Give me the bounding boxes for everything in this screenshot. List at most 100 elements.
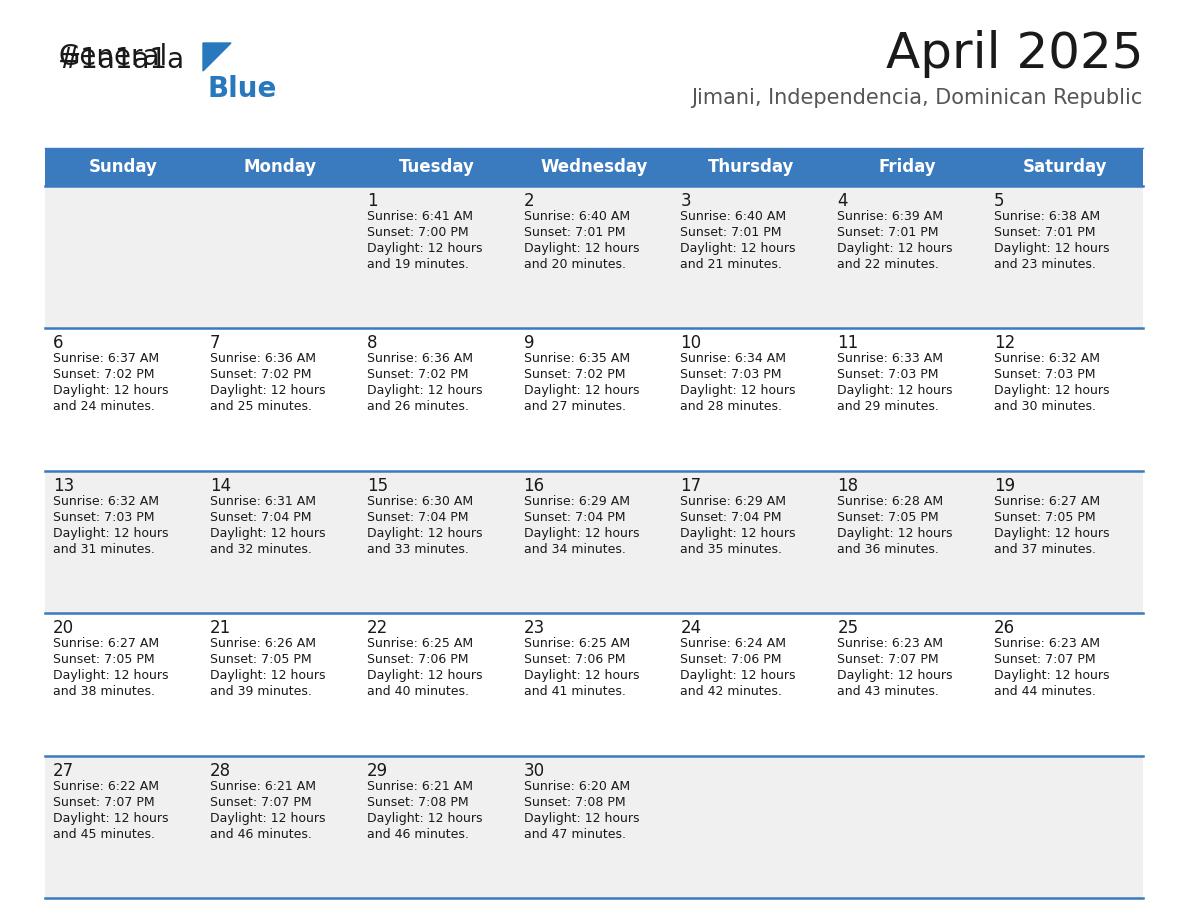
Text: 20: 20 (53, 620, 74, 637)
Text: and 25 minutes.: and 25 minutes. (210, 400, 312, 413)
Text: Sunrise: 6:21 AM: Sunrise: 6:21 AM (367, 779, 473, 792)
Text: 24: 24 (681, 620, 702, 637)
Text: 28: 28 (210, 762, 230, 779)
Text: Daylight: 12 hours: Daylight: 12 hours (524, 385, 639, 397)
Text: and 41 minutes.: and 41 minutes. (524, 685, 625, 699)
Bar (45, 148, 1143, 186)
Text: Sunrise: 6:40 AM: Sunrise: 6:40 AM (524, 210, 630, 223)
Text: Sunday: Sunday (89, 158, 158, 176)
Text: Sunset: 7:06 PM: Sunset: 7:06 PM (367, 654, 468, 666)
Text: Sunrise: 6:31 AM: Sunrise: 6:31 AM (210, 495, 316, 508)
Bar (45, 613, 1143, 756)
Text: Sunset: 7:04 PM: Sunset: 7:04 PM (210, 510, 311, 524)
Text: Sunrise: 6:25 AM: Sunrise: 6:25 AM (367, 637, 473, 650)
Text: and 23 minutes.: and 23 minutes. (994, 258, 1097, 271)
Text: and 46 minutes.: and 46 minutes. (210, 828, 311, 841)
Text: 1: 1 (367, 192, 378, 210)
Bar (45, 329, 1143, 471)
Text: Daylight: 12 hours: Daylight: 12 hours (524, 669, 639, 682)
Text: Daylight: 12 hours: Daylight: 12 hours (210, 527, 326, 540)
Text: and 33 minutes.: and 33 minutes. (367, 543, 468, 555)
Text: 18: 18 (838, 476, 859, 495)
Text: Daylight: 12 hours: Daylight: 12 hours (367, 527, 482, 540)
Text: Sunset: 7:06 PM: Sunset: 7:06 PM (524, 654, 625, 666)
Bar (45, 186, 1143, 329)
Text: Sunset: 7:03 PM: Sunset: 7:03 PM (994, 368, 1095, 381)
Text: General: General (58, 43, 168, 71)
Text: Sunrise: 6:27 AM: Sunrise: 6:27 AM (53, 637, 159, 650)
Text: Daylight: 12 hours: Daylight: 12 hours (53, 527, 169, 540)
Text: Sunset: 7:02 PM: Sunset: 7:02 PM (367, 368, 468, 381)
Text: 25: 25 (838, 620, 859, 637)
Text: and 24 minutes.: and 24 minutes. (53, 400, 154, 413)
Text: 30: 30 (524, 762, 544, 779)
Text: and 47 minutes.: and 47 minutes. (524, 828, 626, 841)
Text: Sunset: 7:06 PM: Sunset: 7:06 PM (681, 654, 782, 666)
Text: Sunrise: 6:34 AM: Sunrise: 6:34 AM (681, 353, 786, 365)
Text: Jimani, Independencia, Dominican Republic: Jimani, Independencia, Dominican Republi… (691, 88, 1143, 108)
Text: Sunrise: 6:21 AM: Sunrise: 6:21 AM (210, 779, 316, 792)
Text: Sunset: 7:03 PM: Sunset: 7:03 PM (53, 510, 154, 524)
Text: and 19 minutes.: and 19 minutes. (367, 258, 468, 271)
Text: and 36 minutes.: and 36 minutes. (838, 543, 940, 555)
Text: Sunrise: 6:38 AM: Sunrise: 6:38 AM (994, 210, 1100, 223)
Text: Sunset: 7:01 PM: Sunset: 7:01 PM (994, 226, 1095, 239)
Text: 3: 3 (681, 192, 691, 210)
Text: Sunrise: 6:27 AM: Sunrise: 6:27 AM (994, 495, 1100, 508)
Text: Sunset: 7:02 PM: Sunset: 7:02 PM (53, 368, 154, 381)
Text: Daylight: 12 hours: Daylight: 12 hours (681, 527, 796, 540)
Text: 7: 7 (210, 334, 220, 353)
Text: and 37 minutes.: and 37 minutes. (994, 543, 1097, 555)
Text: Sunset: 7:01 PM: Sunset: 7:01 PM (524, 226, 625, 239)
Text: Sunrise: 6:32 AM: Sunrise: 6:32 AM (994, 353, 1100, 365)
Text: Daylight: 12 hours: Daylight: 12 hours (367, 242, 482, 255)
Text: Daylight: 12 hours: Daylight: 12 hours (681, 385, 796, 397)
Bar (45, 471, 1143, 613)
Text: 9: 9 (524, 334, 535, 353)
Text: Daylight: 12 hours: Daylight: 12 hours (524, 812, 639, 824)
Text: Tuesday: Tuesday (399, 158, 475, 176)
Text: 4: 4 (838, 192, 848, 210)
Text: Sunset: 7:04 PM: Sunset: 7:04 PM (681, 510, 782, 524)
Text: Sunset: 7:05 PM: Sunset: 7:05 PM (210, 654, 311, 666)
Text: Sunrise: 6:22 AM: Sunrise: 6:22 AM (53, 779, 159, 792)
Text: Monday: Monday (244, 158, 317, 176)
Text: 27: 27 (53, 762, 74, 779)
Text: Daylight: 12 hours: Daylight: 12 hours (524, 527, 639, 540)
Text: Daylight: 12 hours: Daylight: 12 hours (838, 669, 953, 682)
Text: Sunset: 7:01 PM: Sunset: 7:01 PM (838, 226, 939, 239)
Text: Sunrise: 6:23 AM: Sunrise: 6:23 AM (994, 637, 1100, 650)
Text: Sunset: 7:04 PM: Sunset: 7:04 PM (524, 510, 625, 524)
Text: and 31 minutes.: and 31 minutes. (53, 543, 154, 555)
Text: Daylight: 12 hours: Daylight: 12 hours (994, 669, 1110, 682)
Text: Sunset: 7:07 PM: Sunset: 7:07 PM (210, 796, 311, 809)
Text: Sunset: 7:07 PM: Sunset: 7:07 PM (838, 654, 939, 666)
Text: Daylight: 12 hours: Daylight: 12 hours (838, 385, 953, 397)
Text: Daylight: 12 hours: Daylight: 12 hours (210, 812, 326, 824)
Text: 2: 2 (524, 192, 535, 210)
Text: Sunrise: 6:35 AM: Sunrise: 6:35 AM (524, 353, 630, 365)
Text: and 20 minutes.: and 20 minutes. (524, 258, 626, 271)
Text: and 40 minutes.: and 40 minutes. (367, 685, 469, 699)
Text: 8: 8 (367, 334, 378, 353)
Text: Sunrise: 6:36 AM: Sunrise: 6:36 AM (367, 353, 473, 365)
Text: Sunset: 7:07 PM: Sunset: 7:07 PM (994, 654, 1095, 666)
Text: Daylight: 12 hours: Daylight: 12 hours (210, 385, 326, 397)
Text: Daylight: 12 hours: Daylight: 12 hours (681, 242, 796, 255)
Text: Sunrise: 6:23 AM: Sunrise: 6:23 AM (838, 637, 943, 650)
Text: and 27 minutes.: and 27 minutes. (524, 400, 626, 413)
Bar (45, 756, 1143, 898)
Text: Sunset: 7:05 PM: Sunset: 7:05 PM (53, 654, 154, 666)
Text: 14: 14 (210, 476, 230, 495)
Text: Sunset: 7:08 PM: Sunset: 7:08 PM (524, 796, 625, 809)
Text: Daylight: 12 hours: Daylight: 12 hours (367, 669, 482, 682)
Text: and 35 minutes.: and 35 minutes. (681, 543, 783, 555)
Polygon shape (203, 43, 230, 71)
Text: Daylight: 12 hours: Daylight: 12 hours (210, 669, 326, 682)
Text: Saturday: Saturday (1023, 158, 1107, 176)
Text: Sunrise: 6:24 AM: Sunrise: 6:24 AM (681, 637, 786, 650)
Text: Sunrise: 6:33 AM: Sunrise: 6:33 AM (838, 353, 943, 365)
Text: Blue: Blue (208, 75, 277, 103)
Text: 21: 21 (210, 620, 232, 637)
Text: Daylight: 12 hours: Daylight: 12 hours (838, 527, 953, 540)
